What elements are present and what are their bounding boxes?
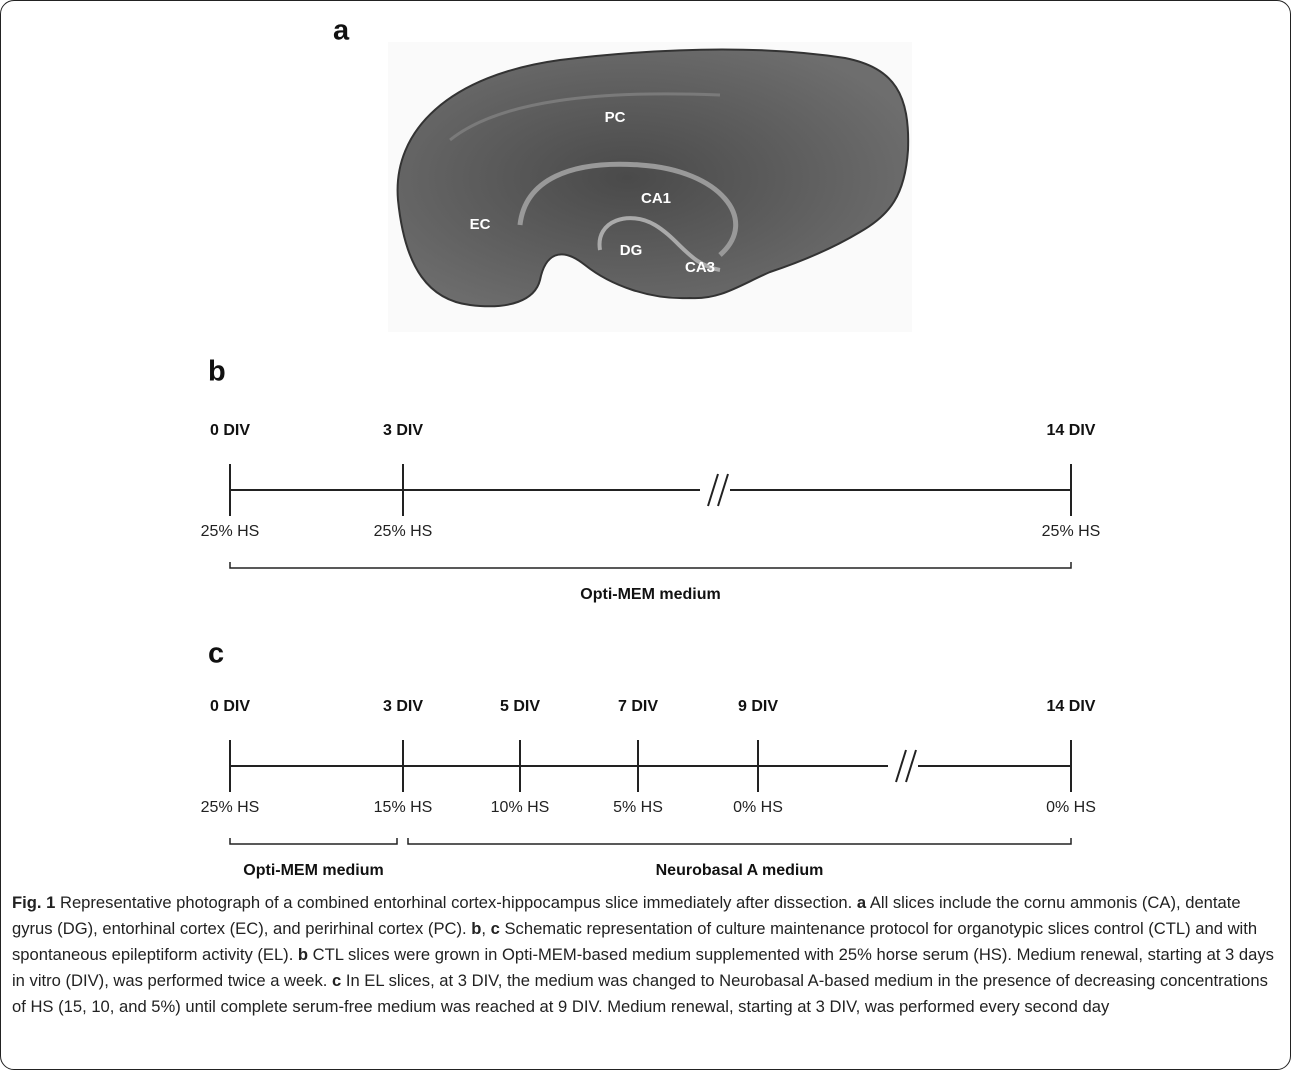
- medium-label: Neurobasal A medium: [656, 862, 824, 879]
- time-label: 0 DIV: [210, 698, 250, 715]
- break-mark: [717, 473, 729, 507]
- caption-text: In EL slices, at 3 DIV, the medium was c…: [12, 971, 1268, 1016]
- panel-label: a: [333, 15, 350, 47]
- panel-label: c: [208, 638, 224, 670]
- figure-caption: Fig. 1 Representative photograph of a co…: [12, 890, 1282, 1020]
- caption-text: All slices include the cornu ammonis (CA…: [12, 893, 1241, 938]
- bracket: [229, 838, 398, 845]
- caption-text: ,: [481, 919, 491, 938]
- serum-label: 25% HS: [374, 523, 433, 540]
- hippocampus-layer: [517, 161, 739, 257]
- slice-tissue: [396, 48, 910, 308]
- bracket: [229, 562, 1072, 569]
- region-label: CA1: [641, 190, 671, 207]
- serum-label: 0% HS: [1046, 799, 1096, 816]
- time-label: 0 DIV: [210, 422, 250, 439]
- time-label: 14 DIV: [1047, 422, 1096, 439]
- serum-label: 15% HS: [374, 799, 433, 816]
- break-mark: [895, 749, 907, 783]
- medium-label: Opti-MEM medium: [243, 862, 383, 879]
- caption-text: Representative photograph of a combined …: [55, 893, 857, 912]
- serum-label: 25% HS: [201, 523, 260, 540]
- region-label: DG: [620, 242, 643, 259]
- serum-label: 10% HS: [491, 799, 550, 816]
- region-label: EC: [470, 216, 491, 233]
- time-label: 9 DIV: [738, 698, 778, 715]
- serum-label: 0% HS: [733, 799, 783, 816]
- serum-label: 25% HS: [1042, 523, 1101, 540]
- cortex-layer: [449, 92, 721, 142]
- break-mark: [707, 473, 719, 507]
- caption-bold: a: [856, 893, 867, 912]
- caption-text: Schematic representation of culture main…: [12, 919, 1258, 964]
- time-label: 5 DIV: [500, 698, 540, 715]
- caption-bold: b: [297, 945, 309, 964]
- figure: a PC EC CA1 DG CA3 b 0 DIV 25% HS 3 DIV 25% HS 14 D…: [201, 15, 1101, 880]
- time-label: 7 DIV: [618, 698, 658, 715]
- region-label: PC: [605, 109, 626, 126]
- bracket: [407, 838, 1072, 845]
- serum-label: 25% HS: [201, 799, 260, 816]
- caption-bold: c: [490, 919, 500, 938]
- caption-bold: c: [332, 971, 342, 990]
- time-label: 14 DIV: [1047, 698, 1096, 715]
- break-mark: [905, 749, 917, 783]
- caption-bold: b: [471, 919, 482, 938]
- serum-label: 5% HS: [613, 799, 663, 816]
- caption-bold: Fig. 1: [12, 893, 56, 912]
- panel-label: b: [208, 356, 226, 388]
- region-label: CA3: [685, 259, 715, 276]
- time-label: 3 DIV: [383, 698, 423, 715]
- caption-text: CTL slices were grown in Opti-MEM-based …: [12, 945, 1274, 990]
- time-label: 3 DIV: [383, 422, 423, 439]
- medium-label: Opti-MEM medium: [580, 586, 720, 603]
- dentate-layer: [597, 216, 721, 272]
